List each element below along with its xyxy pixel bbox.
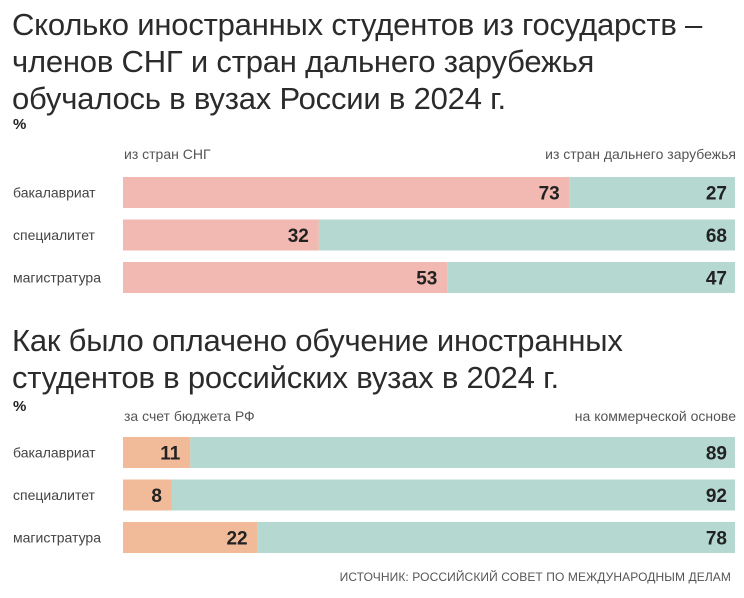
chart1-value-label-1-right: 68: [706, 226, 727, 247]
chart1-bar-0-right: [569, 177, 735, 208]
chart2-legend-left: за счет бюджета РФ: [124, 408, 255, 424]
chart2-bar-0-right: [190, 437, 735, 468]
chart2-bars: бакалавриат 11 89 специалитет 8 92 магистратур…: [13, 437, 735, 553]
chart2-title: Как было оплачено обучение иностранных с…: [12, 323, 623, 395]
chart1-title: Сколько иностранных студентов из государ…: [12, 7, 703, 116]
chart1-category-label: специалитет: [13, 227, 96, 243]
chart1-bar-2-left: [123, 262, 448, 293]
chart2-bar-0-left: [123, 437, 191, 468]
chart1-value-label-1-left: 32: [288, 226, 309, 247]
chart2-category-label: магистратура: [13, 530, 101, 546]
chart2-value-label-0-left: 11: [160, 444, 181, 465]
chart2-value-label-0-right: 89: [706, 444, 727, 465]
chart1-legend-left: из стран СНГ: [124, 146, 211, 162]
chart2-bar-2-left: [123, 522, 258, 553]
chart1-category-label: бакалавриат: [13, 185, 96, 201]
chart1-value-label-2-right: 47: [706, 269, 727, 290]
chart1-unit-label: %: [13, 116, 27, 133]
chart2-bar-1-right: [171, 479, 735, 511]
chart1-value-label-2-left: 53: [416, 269, 437, 290]
chart2-category-label: бакалавриат: [13, 445, 96, 461]
chart2-unit-label: %: [13, 398, 27, 415]
chart2-category-label: специалитет: [13, 487, 96, 503]
chart2-value-label-2-right: 78: [706, 529, 727, 550]
source-note: ИСТОЧНИК: РОССИЙСКИЙ СОВЕТ ПО МЕЖДУНАРОД…: [339, 570, 731, 584]
chart2-bar-2-right: [257, 522, 735, 553]
chart1-bar-1-right: [318, 219, 735, 251]
chart2-value-label-1-left: 8: [151, 486, 162, 507]
chart1-category-label: магистратура: [13, 270, 101, 286]
chart1-bar-0-left: [123, 177, 570, 208]
chart2-value-label-1-right: 92: [706, 486, 727, 507]
chart2-legend-right: на коммерческой основе: [574, 408, 736, 424]
chart1-legend-right: из стран дальнего зарубежья: [545, 146, 736, 162]
chart1-value-label-0-left: 73: [539, 184, 560, 205]
chart1-value-label-0-right: 27: [706, 184, 727, 205]
chart1-bar-2-right: [447, 262, 735, 293]
chart1-bar-1-left: [123, 219, 319, 251]
chart2-value-label-2-left: 22: [226, 529, 247, 550]
chart2-bar-1-left: [123, 479, 172, 511]
chart1-bars: бакалавриат 73 27 специалитет 32 68 магистрату…: [13, 177, 735, 293]
